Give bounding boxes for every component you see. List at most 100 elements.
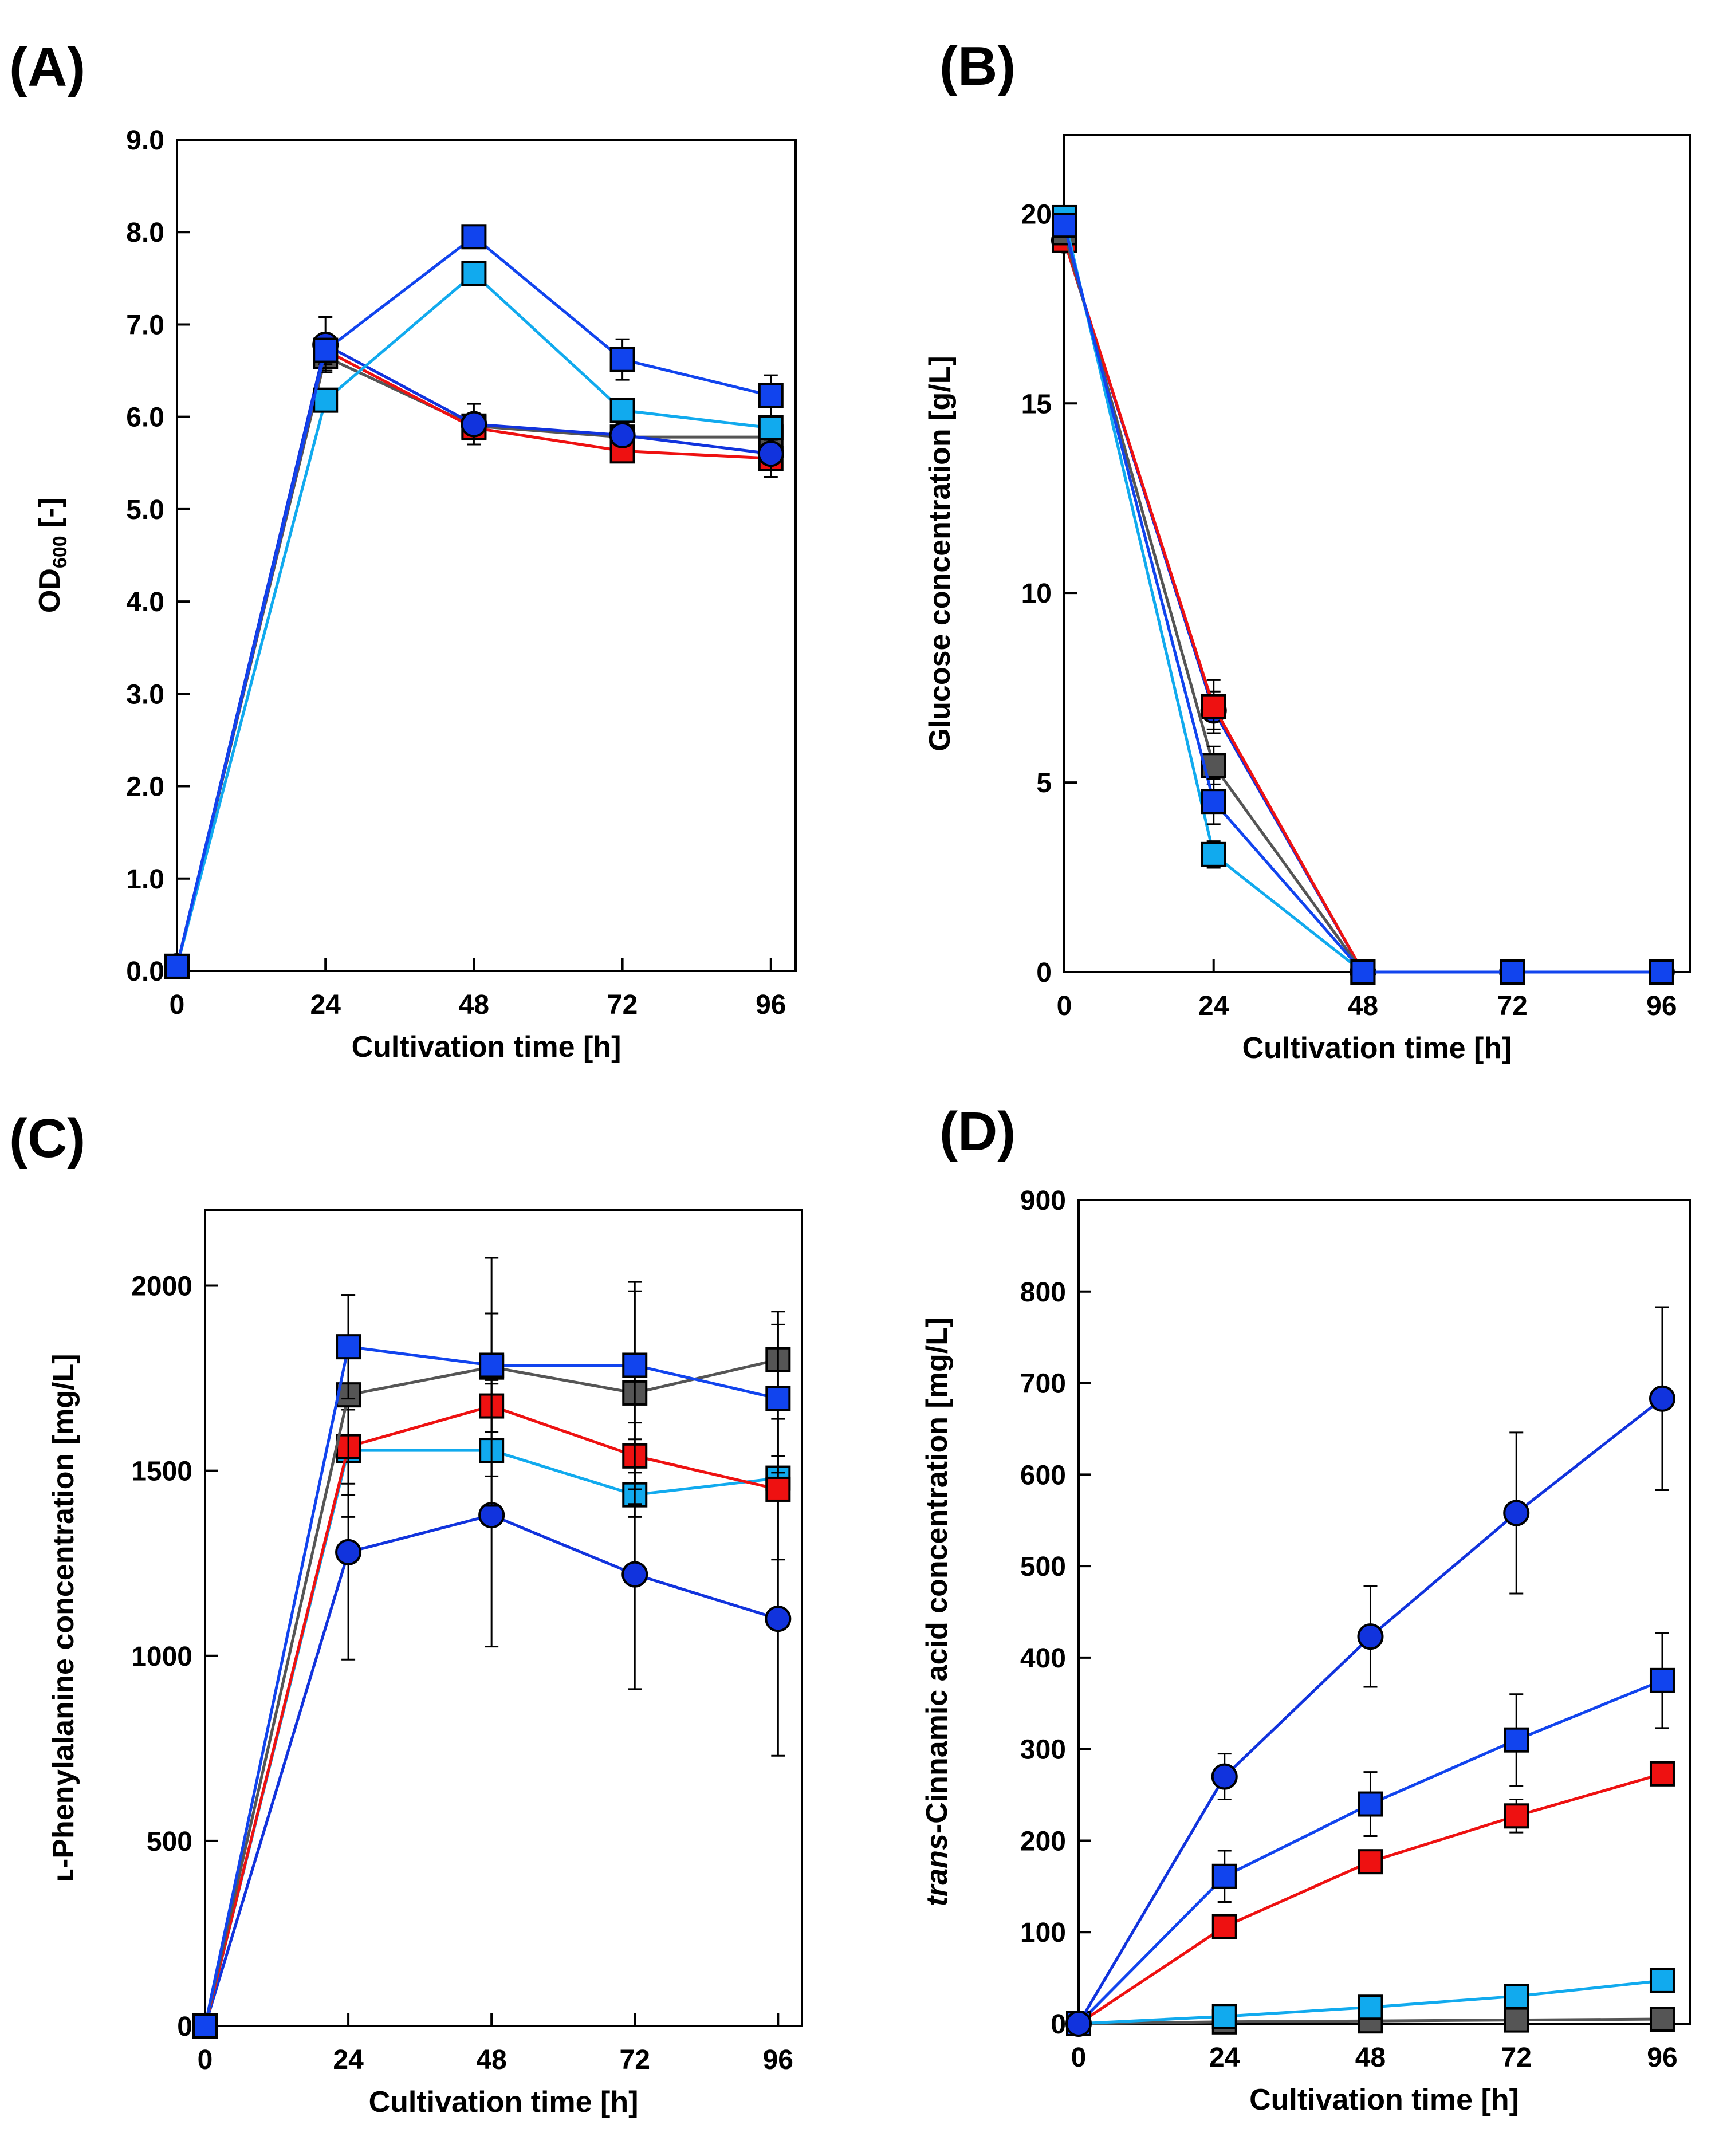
- x-tick-label: 24: [1198, 991, 1229, 1021]
- data-point-square: [1201, 694, 1226, 719]
- series-line: [1063, 217, 1662, 974]
- data-point-circle: [609, 422, 636, 448]
- data-point-square: [1649, 2007, 1675, 2032]
- data-point-square: [461, 224, 487, 250]
- x-tick-label: 72: [620, 2045, 650, 2075]
- data-point-square: [1358, 1791, 1383, 1817]
- x-tick-label: 96: [1646, 991, 1677, 1021]
- data-point-circle: [1503, 1500, 1530, 1526]
- data-point-circle: [1357, 1623, 1384, 1650]
- y-tick-label: 2000: [131, 1272, 192, 1302]
- series-line: [175, 355, 771, 967]
- plot-frame: [1077, 1199, 1691, 2025]
- x-tick-label: 0: [1071, 2043, 1087, 2073]
- series-line: [1063, 239, 1662, 974]
- y-tick-label: 1000: [131, 1642, 192, 1672]
- y-tick-label: 9.0: [126, 125, 164, 156]
- data-point-square: [1504, 1727, 1529, 1753]
- series-blue-circle: [1065, 1306, 1675, 2037]
- x-tick-label: 0: [170, 990, 185, 1020]
- y-tick-label: 100: [1020, 1918, 1066, 1948]
- series-light-blue-square: [164, 261, 784, 979]
- y-axis-title: Glucose concentration [g/L]: [923, 356, 957, 752]
- plot-frame: [204, 1209, 803, 2027]
- data-point-square: [1358, 1994, 1383, 2020]
- data-point-circle: [335, 1539, 362, 1565]
- series-red-square: [1052, 227, 1674, 985]
- y-tick-label: 4.0: [126, 587, 164, 617]
- data-point-square: [609, 398, 635, 423]
- y-tick-label: 1.0: [126, 864, 164, 895]
- series-light-blue-square: [1052, 204, 1674, 985]
- y-tick-label: 500: [147, 1827, 192, 1857]
- y-axis-title: trans-Cinnamic acid concentration [mg/L]: [921, 1317, 954, 1907]
- data-point-square: [1649, 1968, 1675, 1993]
- y-tick-label: 5: [1036, 768, 1052, 798]
- x-tick-label: 0: [198, 2045, 213, 2075]
- data-point-square: [479, 1352, 505, 1378]
- panel-c: (C) 0 500 1000 1500 2000 0 24 48 72 96 Cultivation …: [9, 1108, 803, 2119]
- data-point-square: [765, 1476, 791, 1502]
- data-point-square: [1211, 1914, 1237, 1939]
- data-point-square: [313, 337, 339, 363]
- x-tick-label: 24: [333, 2045, 364, 2075]
- y-tick-label: 10: [1021, 579, 1052, 609]
- y-axis-title: ʟ-Phenylalanine concentration [mg/L]: [47, 1354, 80, 1882]
- x-axis-title: Cultivation time [h]: [1242, 1032, 1512, 1065]
- data-point-square: [461, 261, 487, 286]
- panel-b: (B) 0 5 10 15 20 0 24 48 72 96 Cultivation time [h]…: [923, 36, 1691, 1065]
- data-point-square: [1350, 959, 1376, 985]
- series-line: [175, 272, 772, 967]
- data-point-square: [765, 1386, 791, 1411]
- panel-d: (D) 0 100 200 300 400 500 600 700 800 900 0 24 48 72 96…: [921, 1101, 1691, 2116]
- y-tick-label: 0: [1036, 958, 1052, 988]
- data-point-square: [1649, 1667, 1675, 1693]
- data-point-square: [1211, 1863, 1237, 1889]
- data-point-square: [164, 953, 190, 979]
- data-point-circle: [1211, 1763, 1238, 1790]
- x-axis-title: Cultivation time [h]: [1249, 2083, 1519, 2116]
- series-blue-square: [164, 224, 784, 979]
- y-tick-label: 0: [177, 2012, 192, 2042]
- data-point-square: [1504, 1803, 1529, 1829]
- x-tick-label: 0: [1057, 991, 1072, 1021]
- plot-frame: [176, 139, 797, 972]
- y-tick-label: 700: [1020, 1369, 1066, 1399]
- series-blue-square: [192, 1290, 791, 2039]
- series-blue-square: [1052, 213, 1674, 985]
- y-tick-label: 400: [1020, 1643, 1066, 1674]
- x-axis-title: Cultivation time [h]: [352, 1030, 621, 1064]
- y-tick-label: 5.0: [126, 495, 164, 525]
- data-point-square: [758, 383, 784, 408]
- y-tick-label: 7.0: [126, 310, 164, 340]
- data-point-circle: [1649, 1385, 1675, 1412]
- data-point-square: [1201, 841, 1226, 867]
- data-point-square: [1358, 1849, 1383, 1875]
- data-point-circle: [621, 1561, 648, 1588]
- data-point-square: [1504, 2007, 1529, 2033]
- x-tick-label: 96: [1647, 2043, 1677, 2073]
- panel-a: (A) 0.0 1.0 2.0 3.0 4.0 5.0 6.0 7.0 8.0 9.0 0 24 48 72…: [9, 37, 797, 1064]
- panel-label: (B): [939, 36, 1016, 97]
- y-tick-label: 2.0: [126, 772, 164, 802]
- y-tick-label: 200: [1020, 1826, 1066, 1856]
- data-point-square: [758, 415, 784, 441]
- y-tick-label: 6.0: [126, 403, 164, 433]
- x-tick-label: 24: [310, 990, 341, 1020]
- x-tick-label: 24: [1209, 2043, 1240, 2073]
- y-tick-label: 3.0: [126, 679, 164, 710]
- data-point-circle: [757, 440, 784, 467]
- data-point-square: [336, 1334, 361, 1360]
- series-blue-square: [1066, 1632, 1675, 2036]
- series-line: [1077, 1397, 1663, 2025]
- data-point-square: [1649, 1761, 1675, 1787]
- x-tick-label: 72: [1497, 991, 1527, 1021]
- x-tick-label: 96: [763, 2045, 793, 2075]
- data-point-square: [1052, 213, 1077, 238]
- data-point-square: [1500, 959, 1525, 985]
- y-tick-label: 20: [1021, 199, 1052, 230]
- data-point-square: [1504, 1984, 1529, 2009]
- series-blue-circle: [164, 316, 784, 979]
- data-point-circle: [461, 411, 487, 438]
- plot-frame: [1063, 134, 1691, 973]
